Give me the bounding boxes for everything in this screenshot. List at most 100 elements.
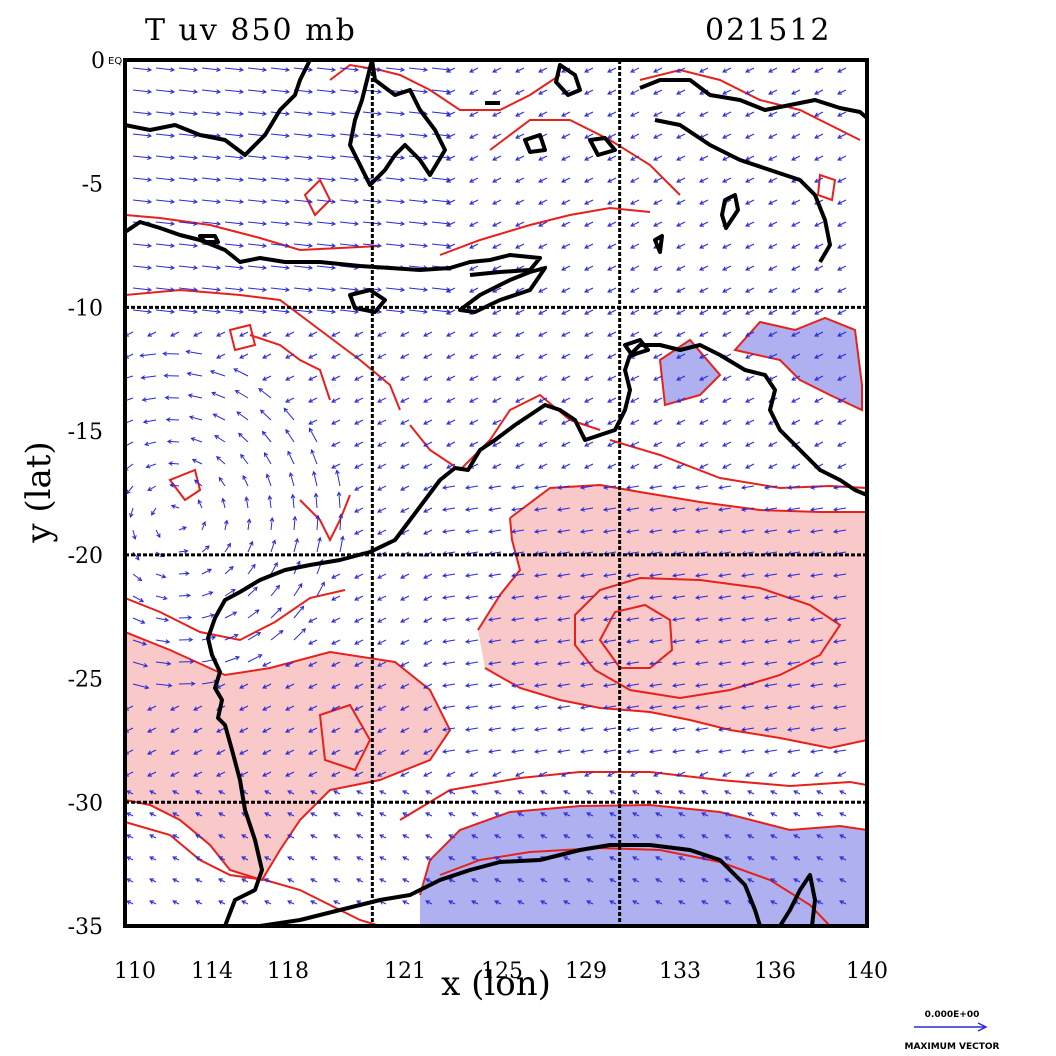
wind-vector <box>556 507 571 512</box>
wind-vector <box>293 287 314 292</box>
wind-vector <box>722 89 732 95</box>
wind-vector <box>561 287 571 293</box>
vector-key-magnitude: 0.000E+00 <box>925 1010 980 1020</box>
wind-vector <box>216 771 226 777</box>
wind-vector <box>538 89 548 95</box>
contour-line <box>125 589 346 642</box>
wind-vector <box>362 243 383 248</box>
wind-vector <box>510 727 525 732</box>
wind-vector <box>270 309 291 314</box>
wind-vector <box>768 331 778 337</box>
wind-vector <box>155 155 176 160</box>
wind-vector <box>400 573 410 579</box>
wind-vector <box>538 221 548 227</box>
wind-vector <box>747 834 755 839</box>
wind-vector <box>354 485 364 491</box>
wind-vector <box>385 67 406 72</box>
wind-vector <box>316 243 337 248</box>
wind-vector <box>400 375 410 381</box>
wind-vector <box>356 812 364 817</box>
wind-vector <box>170 705 180 711</box>
wind-vector <box>515 463 525 469</box>
wind-vector <box>285 771 295 777</box>
x-tick-label: 114 <box>191 959 233 984</box>
wind-vector <box>247 586 258 597</box>
wind-vector <box>224 177 245 182</box>
wind-vector <box>492 353 502 359</box>
wind-vector <box>446 221 456 227</box>
wind-vector <box>768 287 778 293</box>
wind-vector <box>533 573 548 578</box>
cold-region-south <box>420 805 867 926</box>
wind-vector <box>216 353 226 359</box>
wind-vector <box>625 705 640 710</box>
wind-vector <box>584 419 594 425</box>
wind-vector <box>270 561 278 575</box>
wind-vector <box>331 397 341 403</box>
wind-vector <box>630 111 640 117</box>
wind-vector <box>625 639 640 644</box>
wind-vector <box>768 177 778 183</box>
wind-vector <box>408 309 429 314</box>
wind-vector <box>793 878 801 883</box>
wind-vector <box>793 812 801 817</box>
wind-vector <box>653 67 663 73</box>
wind-vector <box>147 331 157 337</box>
wind-vector <box>837 397 847 403</box>
wind-vector <box>694 727 709 732</box>
wind-vector <box>540 900 548 905</box>
wind-vector <box>533 749 548 754</box>
wind-vector <box>492 771 502 777</box>
wind-vector <box>126 878 134 883</box>
wind-vector <box>201 199 222 204</box>
wind-vector <box>331 683 341 689</box>
wind-vector <box>201 111 222 116</box>
wind-vector <box>653 111 663 117</box>
wind-vector <box>630 221 640 227</box>
wind-vector <box>515 155 525 161</box>
wind-vector <box>464 507 479 512</box>
wind-vector <box>556 639 571 644</box>
wind-vector <box>607 155 617 161</box>
wind-vector <box>533 661 548 666</box>
wind-vector <box>308 639 318 645</box>
wind-vector <box>584 177 594 183</box>
wind-vector <box>234 389 249 399</box>
wind-vector <box>195 834 203 839</box>
wind-vector <box>579 661 594 666</box>
wind-vector <box>316 89 337 94</box>
wind-vector <box>469 199 479 205</box>
wind-vector <box>676 155 686 161</box>
wind-vector <box>694 485 709 490</box>
wind-vector <box>132 617 146 624</box>
wind-vector <box>310 834 318 839</box>
wind-vector <box>408 67 429 72</box>
wind-vector <box>510 661 525 666</box>
wind-vector <box>814 441 824 447</box>
wind-vector <box>216 331 226 337</box>
wind-vector <box>722 309 732 315</box>
wind-vector <box>816 834 824 839</box>
wind-vector <box>168 461 180 466</box>
wind-vector <box>423 573 433 579</box>
wind-vector <box>791 331 801 337</box>
wind-vector <box>425 812 433 817</box>
wind-vector <box>400 595 410 601</box>
wind-vector <box>510 507 525 512</box>
wind-vector <box>745 199 755 205</box>
wind-vector <box>339 309 360 314</box>
wind-vector <box>648 507 663 512</box>
wind-vector <box>214 435 226 443</box>
wind-vector <box>632 834 640 839</box>
contour-line <box>598 603 674 669</box>
wind-vector <box>809 705 824 710</box>
wind-vector <box>717 661 732 666</box>
wind-vector <box>267 494 273 509</box>
wind-vector <box>515 441 525 447</box>
wind-vector <box>671 573 686 578</box>
wind-vector <box>563 900 571 905</box>
wind-vector <box>492 243 502 249</box>
wind-vector <box>517 812 525 817</box>
wind-vector <box>247 309 268 314</box>
